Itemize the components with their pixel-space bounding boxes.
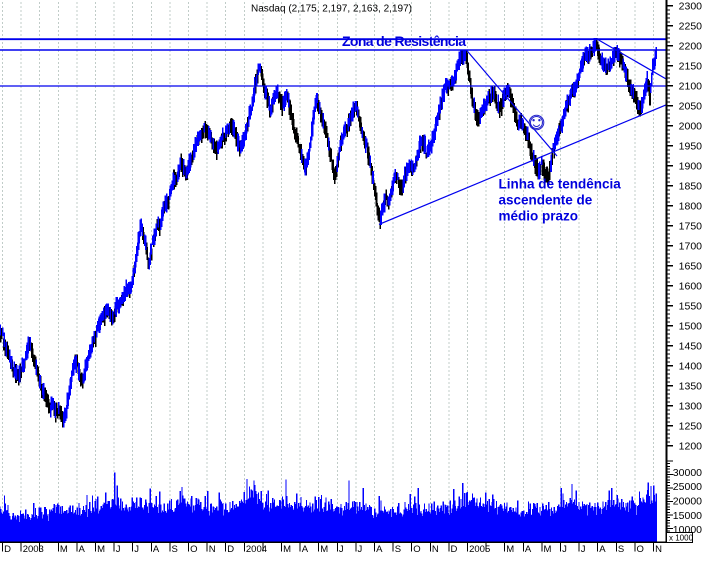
- svg-text:O: O: [190, 544, 197, 555]
- svg-text:N: N: [209, 544, 216, 555]
- svg-text:15000: 15000: [673, 510, 702, 522]
- svg-text:1700: 1700: [679, 241, 703, 253]
- svg-text:20000: 20000: [673, 496, 702, 508]
- svg-text:2003: 2003: [23, 544, 44, 555]
- svg-text:D: D: [227, 544, 234, 555]
- svg-text:J: J: [134, 544, 139, 555]
- svg-text:M: M: [506, 544, 514, 555]
- svg-text:2200: 2200: [679, 41, 703, 53]
- svg-text:1200: 1200: [679, 441, 703, 453]
- svg-text:x 1000: x 1000: [669, 534, 694, 543]
- svg-text:A: A: [599, 544, 606, 555]
- svg-text:ascendente de: ascendente de: [499, 193, 593, 208]
- svg-text:1450: 1450: [679, 341, 703, 353]
- svg-text:O: O: [413, 544, 420, 555]
- svg-text:M: M: [97, 544, 105, 555]
- svg-text:2000: 2000: [679, 121, 703, 133]
- svg-text:M: M: [60, 544, 68, 555]
- svg-text:Zona de Resistência: Zona de Resistência: [342, 33, 466, 49]
- svg-text:1250: 1250: [679, 421, 703, 433]
- svg-text:1600: 1600: [679, 281, 703, 293]
- svg-text:2300: 2300: [679, 1, 703, 13]
- svg-text:D: D: [451, 544, 458, 555]
- svg-text:30000: 30000: [673, 467, 702, 479]
- svg-text:J: J: [562, 544, 567, 555]
- svg-text:1500: 1500: [679, 321, 703, 333]
- svg-text:S: S: [172, 544, 178, 555]
- svg-text:1350: 1350: [679, 381, 703, 393]
- svg-text:M: M: [283, 544, 291, 555]
- svg-text:1900: 1900: [679, 161, 703, 173]
- svg-text:N: N: [655, 544, 662, 555]
- svg-text:1650: 1650: [679, 261, 703, 273]
- svg-text:1800: 1800: [679, 201, 703, 213]
- svg-text:A: A: [376, 544, 383, 555]
- svg-text:médio prazo: médio prazo: [499, 209, 579, 224]
- svg-text:1550: 1550: [679, 301, 703, 313]
- svg-text:S: S: [395, 544, 401, 555]
- svg-text:J: J: [339, 544, 344, 555]
- svg-text:M: M: [320, 544, 328, 555]
- svg-text:A: A: [525, 544, 532, 555]
- svg-text:M: M: [544, 544, 552, 555]
- svg-text:S: S: [618, 544, 624, 555]
- svg-text:1400: 1400: [679, 361, 703, 373]
- svg-text:2150: 2150: [679, 61, 703, 73]
- svg-text:2004: 2004: [246, 544, 267, 555]
- svg-text:1850: 1850: [679, 181, 703, 193]
- svg-text:A: A: [153, 544, 160, 555]
- svg-text:D: D: [4, 544, 11, 555]
- svg-text:J: J: [581, 544, 586, 555]
- svg-text:1750: 1750: [679, 221, 703, 233]
- svg-text:1950: 1950: [679, 141, 703, 153]
- svg-text:2250: 2250: [679, 21, 703, 33]
- svg-text:Linha de tendência: Linha de tendência: [499, 177, 622, 192]
- svg-text:2100: 2100: [679, 81, 703, 93]
- svg-text:1300: 1300: [679, 401, 703, 413]
- svg-text:O: O: [637, 544, 644, 555]
- svg-text:Nasdaq (2,175, 2,197, 2,163, 2: Nasdaq (2,175, 2,197, 2,163, 2,197): [251, 4, 412, 15]
- svg-text:A: A: [302, 544, 309, 555]
- svg-text:A: A: [79, 544, 86, 555]
- svg-text:2050: 2050: [679, 101, 703, 113]
- svg-text:N: N: [432, 544, 439, 555]
- svg-text:2005: 2005: [469, 544, 490, 555]
- svg-text:25000: 25000: [673, 481, 702, 493]
- svg-text:J: J: [358, 544, 363, 555]
- svg-text:J: J: [116, 544, 121, 555]
